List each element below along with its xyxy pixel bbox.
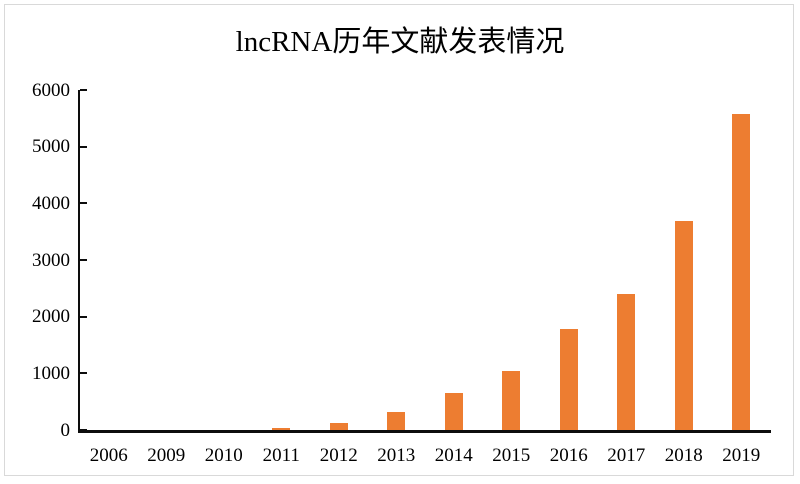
y-axis-tick-label: 2000	[32, 306, 70, 328]
x-axis-label-2014: 2014	[434, 445, 473, 466]
bar-2013	[387, 412, 406, 430]
x-axis-label-2011: 2011	[262, 445, 300, 466]
y-axis-tick-label: 5000	[32, 136, 70, 158]
bar-2015	[502, 371, 521, 430]
x-axis-label-2009: 2009	[147, 445, 186, 466]
bar-2019	[732, 114, 751, 430]
chart-title: lncRNA历年文献发表情况	[235, 26, 565, 58]
bar-2017	[617, 294, 636, 430]
x-axis-label-2015: 2015	[492, 445, 531, 466]
y-axis-tick	[80, 259, 87, 261]
y-axis-line	[78, 90, 80, 432]
x-axis-label-2016: 2016	[549, 445, 588, 466]
x-axis-label-2013: 2013	[377, 445, 416, 466]
y-axis-tick	[80, 202, 87, 205]
x-axis-label-2006: 2006	[89, 445, 128, 466]
y-axis-tick-label: 4000	[32, 192, 70, 214]
x-axis-label-2012: 2012	[319, 445, 358, 466]
y-axis-tick-label: 0	[60, 419, 71, 441]
bar-2014	[444, 393, 463, 430]
bar-2018	[674, 221, 693, 430]
y-axis-tick	[80, 315, 87, 318]
chart-frame-border	[4, 4, 794, 476]
x-axis-line	[78, 430, 771, 433]
x-axis-label-2018: 2018	[664, 445, 703, 466]
y-axis-tick-label: 1000	[32, 362, 70, 384]
bar-2011	[272, 427, 291, 430]
y-axis-tick	[80, 372, 87, 375]
bar-2016	[559, 329, 578, 430]
y-axis-tick-label: 3000	[32, 249, 70, 271]
x-axis-label-2010: 2010	[204, 445, 243, 466]
y-axis-tick	[80, 145, 87, 148]
x-axis-label-2019: 2019	[722, 445, 761, 466]
y-axis-tick	[80, 89, 87, 91]
y-axis-tick-label: 6000	[32, 79, 70, 101]
y-axis-tick	[80, 429, 87, 431]
bar-2012	[329, 422, 348, 430]
x-axis-label-2017: 2017	[607, 445, 646, 466]
